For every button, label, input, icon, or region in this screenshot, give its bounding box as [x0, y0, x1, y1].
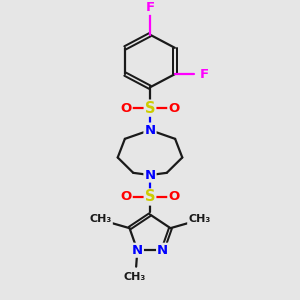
Text: O: O	[168, 102, 179, 115]
Text: O: O	[168, 190, 179, 203]
Text: N: N	[132, 244, 143, 257]
Text: O: O	[121, 102, 132, 115]
Text: S: S	[145, 100, 155, 116]
Text: CH₃: CH₃	[90, 214, 112, 224]
Text: S: S	[145, 190, 155, 205]
Text: N: N	[144, 169, 156, 182]
Text: CH₃: CH₃	[124, 272, 146, 281]
Text: N: N	[144, 124, 156, 136]
Text: F: F	[200, 68, 209, 81]
Text: CH₃: CH₃	[188, 214, 210, 224]
Text: O: O	[121, 190, 132, 203]
Text: F: F	[146, 1, 154, 14]
Text: N: N	[157, 244, 168, 257]
